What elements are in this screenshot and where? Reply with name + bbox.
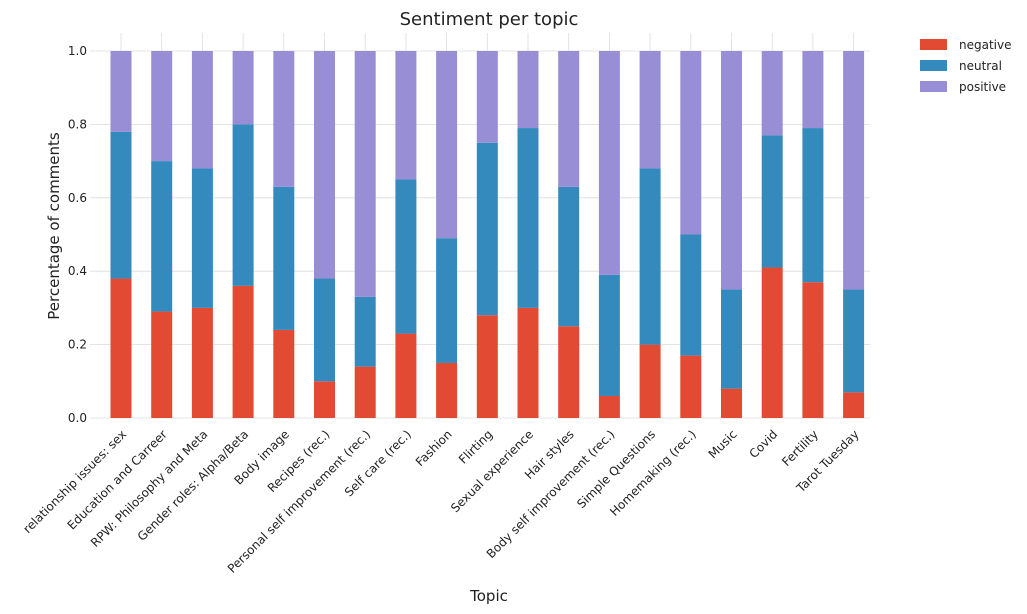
bar-positive: [761, 51, 783, 136]
bar-positive: [517, 51, 539, 129]
bar-positive: [436, 51, 458, 239]
legend-swatch-negative: [920, 39, 947, 50]
bar-neutral: [843, 289, 865, 393]
x-tick-label: Flirting: [456, 427, 495, 466]
bar-neutral: [354, 296, 376, 367]
bar-negative: [517, 307, 539, 418]
y-tick-label: 0.6: [68, 191, 87, 205]
bar-positive: [354, 51, 376, 297]
bar-negative: [843, 392, 865, 418]
legend-swatch-neutral: [920, 60, 947, 71]
y-tick-label: 0.2: [68, 338, 87, 352]
bar-neutral: [639, 168, 661, 345]
bar-neutral: [436, 238, 458, 363]
x-tick-label: Simple Questions: [574, 427, 658, 511]
bar-negative: [558, 326, 580, 418]
bar-neutral: [273, 186, 295, 330]
bar-negative: [191, 307, 213, 418]
y-tick-label: 0.8: [68, 117, 87, 131]
bar-positive: [639, 51, 661, 169]
bar-negative: [436, 362, 458, 418]
y-tick-label: 0.4: [68, 264, 87, 278]
bar-negative: [232, 285, 254, 418]
bar-negative: [721, 388, 742, 418]
legend-label: negative: [959, 38, 1011, 52]
bar-positive: [476, 51, 498, 143]
bar-neutral: [721, 289, 742, 389]
bar-neutral: [191, 168, 213, 308]
y-tick-label: 1.0: [68, 44, 87, 58]
bars: [110, 51, 865, 418]
bar-neutral: [802, 128, 824, 283]
bar-negative: [680, 355, 702, 418]
bar-positive: [558, 51, 580, 187]
bar-neutral: [110, 131, 132, 279]
bar-neutral: [558, 186, 580, 327]
legend-label: neutral: [959, 59, 1002, 73]
bar-neutral: [517, 128, 539, 308]
bar-positive: [721, 51, 742, 290]
y-tick-label: 0.0: [68, 411, 87, 425]
x-tick-label: Fertility: [779, 427, 821, 469]
bar-negative: [151, 311, 173, 418]
bar-negative: [476, 315, 498, 418]
x-tick-label: Covid: [747, 427, 781, 461]
bar-positive: [273, 51, 295, 187]
bar-positive: [110, 51, 132, 132]
bar-positive: [598, 51, 620, 275]
legend-swatch-positive: [920, 81, 947, 92]
bar-positive: [802, 51, 824, 129]
bar-positive: [191, 51, 213, 169]
bar-neutral: [476, 142, 498, 316]
bar-neutral: [598, 274, 620, 396]
chart-title: Sentiment per topic: [400, 9, 579, 30]
bar-negative: [802, 282, 824, 418]
bar-negative: [761, 267, 783, 418]
bar-negative: [598, 395, 620, 418]
bar-neutral: [395, 179, 417, 334]
bar-positive: [843, 51, 865, 290]
bar-negative: [314, 381, 335, 418]
bar-neutral: [232, 124, 254, 286]
bar-positive: [232, 51, 254, 125]
bar-negative: [354, 366, 376, 418]
legend: negative neutral positive: [920, 38, 1011, 94]
x-axis-label: Topic: [469, 587, 508, 605]
bar-negative: [639, 344, 661, 418]
bar-negative: [110, 278, 132, 418]
bar-neutral: [314, 278, 335, 382]
bar-neutral: [151, 161, 173, 312]
y-axis-label: Percentage of comments: [45, 132, 63, 320]
bar-negative: [395, 333, 417, 418]
x-tick-label: Music: [706, 427, 740, 461]
bar-positive: [680, 51, 702, 235]
legend-label: positive: [959, 80, 1006, 94]
bar-positive: [314, 51, 335, 279]
bar-neutral: [680, 234, 702, 356]
bar-positive: [395, 51, 417, 180]
y-axis-ticks: 0.0 0.2 0.4 0.6 0.8 1.0: [68, 44, 87, 425]
x-tick-label: Fashion: [413, 427, 455, 469]
bar-positive: [151, 51, 173, 162]
bar-neutral: [761, 135, 783, 268]
bar-negative: [273, 329, 295, 418]
